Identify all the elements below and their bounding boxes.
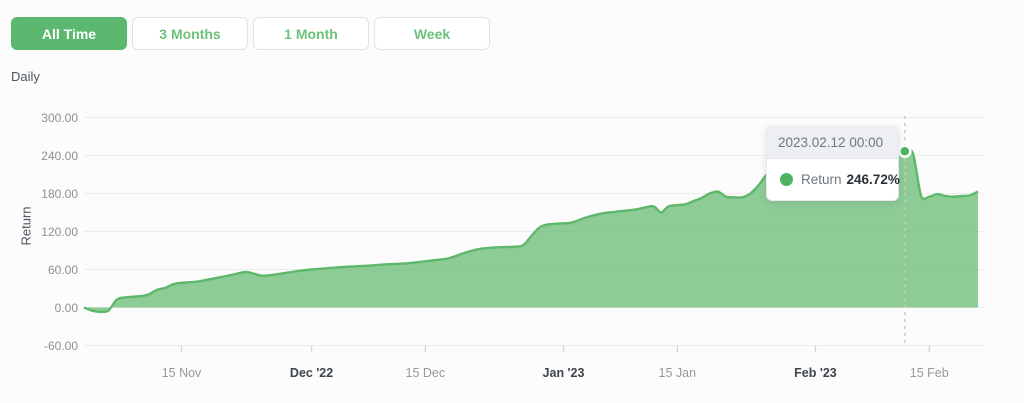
time-range-toolbar: All Time 3 Months 1 Month Week [11,17,490,50]
tooltip-date: 2023.02.12 00:00 [767,127,898,159]
series-dot-icon [780,173,793,186]
x-tick-label: Feb '23 [794,366,837,380]
y-tick-label: -60.00 [43,338,78,353]
chart-tooltip: 2023.02.12 00:00 Return 246.72% [766,126,900,201]
y-tick-label: 180.00 [41,186,78,201]
x-tick-label: 15 Nov [161,366,202,380]
y-tick-label: 300.00 [41,110,78,125]
tooltip-series-value: 246.72% [846,172,900,187]
daily-frequency-label: Daily [11,69,40,84]
x-tick-label: 15 Jan [658,366,697,380]
tooltip-series-label: Return [801,172,842,187]
y-tick-label: 0.00 [54,300,78,315]
time-range-button-1-month[interactable]: 1 Month [253,17,369,50]
hover-point-marker [898,144,912,158]
x-tick-label: 15 Feb [909,366,949,380]
x-tick-label: 15 Dec [405,366,446,380]
y-tick-label: 240.00 [41,148,78,163]
x-tick-label: Jan '23 [542,366,585,380]
time-range-button-3-months[interactable]: 3 Months [132,17,248,50]
time-range-button-all-time[interactable]: All Time [11,17,127,50]
time-range-button-week[interactable]: Week [374,17,490,50]
y-tick-label: 60.00 [47,262,78,277]
x-tick-label: Dec '22 [289,366,334,380]
y-tick-label: 120.00 [41,224,78,239]
tooltip-body: Return 246.72% [767,159,900,200]
